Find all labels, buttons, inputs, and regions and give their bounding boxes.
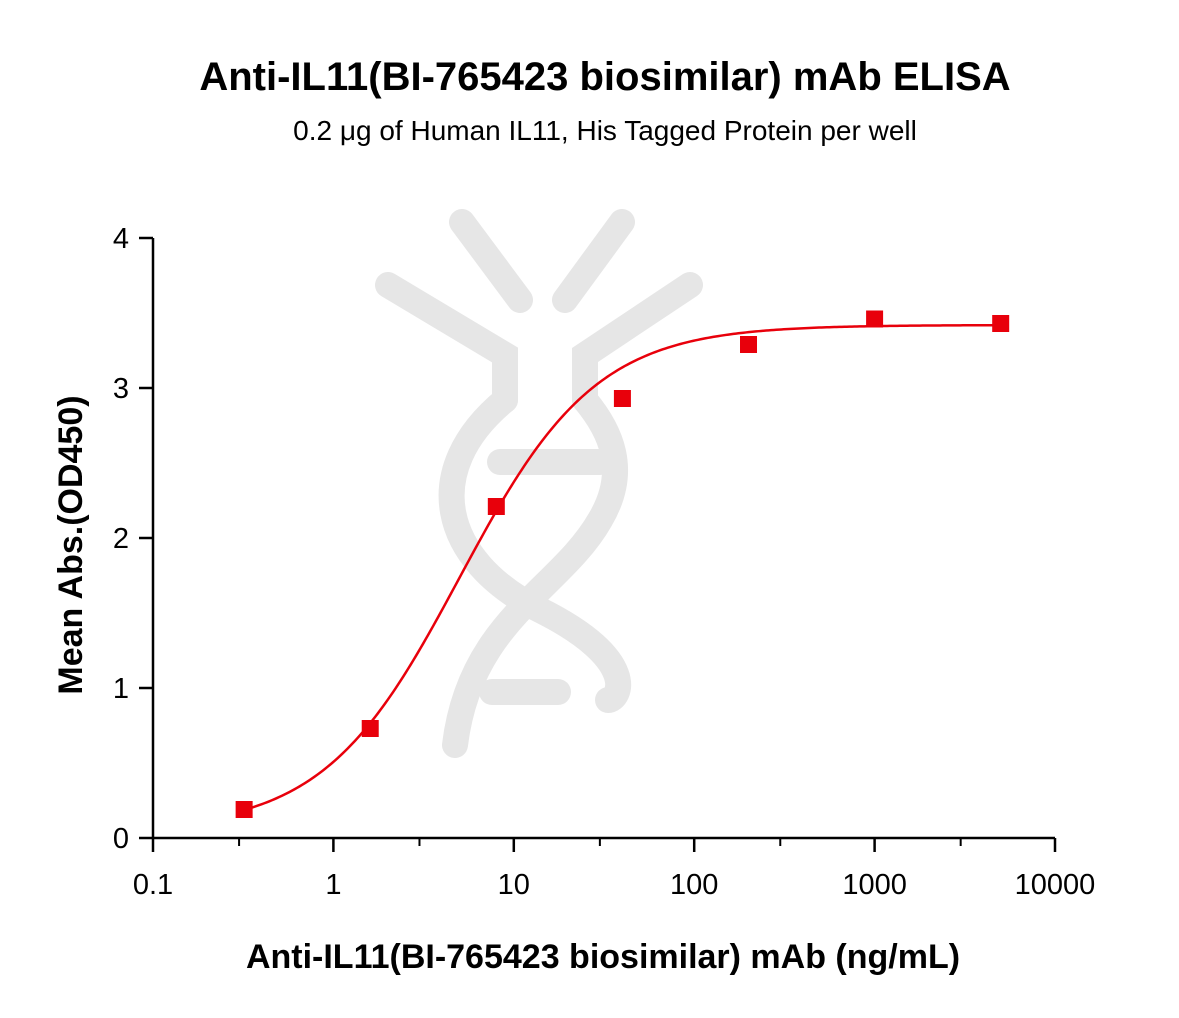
- chart-title: Anti-IL11(BI-765423 biosimilar) mAb ELIS…: [199, 55, 1010, 99]
- x-tick-label: 10: [498, 869, 530, 901]
- data-point: [613, 390, 631, 407]
- y-tick-label: 4: [113, 223, 129, 255]
- chart-subtitle: 0.2 μg of Human IL11, His Tagged Protein…: [293, 115, 917, 146]
- data-point: [361, 720, 379, 737]
- y-tick-label: 1: [113, 673, 129, 705]
- x-tick-label: 100: [670, 869, 718, 901]
- y-axis-title: Mean Abs.(OD450): [52, 395, 90, 694]
- x-tick-label: 0.1: [133, 869, 173, 901]
- dna-helix-logo-icon: [375, 209, 703, 758]
- data-point: [740, 336, 758, 353]
- x-tick-label: 1000: [842, 869, 907, 901]
- data-point: [235, 801, 253, 818]
- data-point: [866, 310, 884, 328]
- data-point: [992, 315, 1010, 332]
- y-tick-label: 0: [113, 823, 129, 855]
- data-point: [487, 498, 505, 515]
- y-tick-label: 2: [113, 523, 129, 555]
- y-tick-label: 3: [113, 373, 129, 405]
- data-points-layer: [235, 310, 1010, 818]
- x-axis-ticks: 0.1 1 10 100 1000 10000: [133, 838, 1095, 901]
- x-axis-title: Anti-IL11(BI-765423 biosimilar) mAb (ng/…: [246, 938, 960, 976]
- x-tick-label: 1: [325, 869, 341, 901]
- x-tick-label: 10000: [1015, 869, 1096, 901]
- y-axis-ticks: 0 1 2 3 4: [113, 223, 153, 855]
